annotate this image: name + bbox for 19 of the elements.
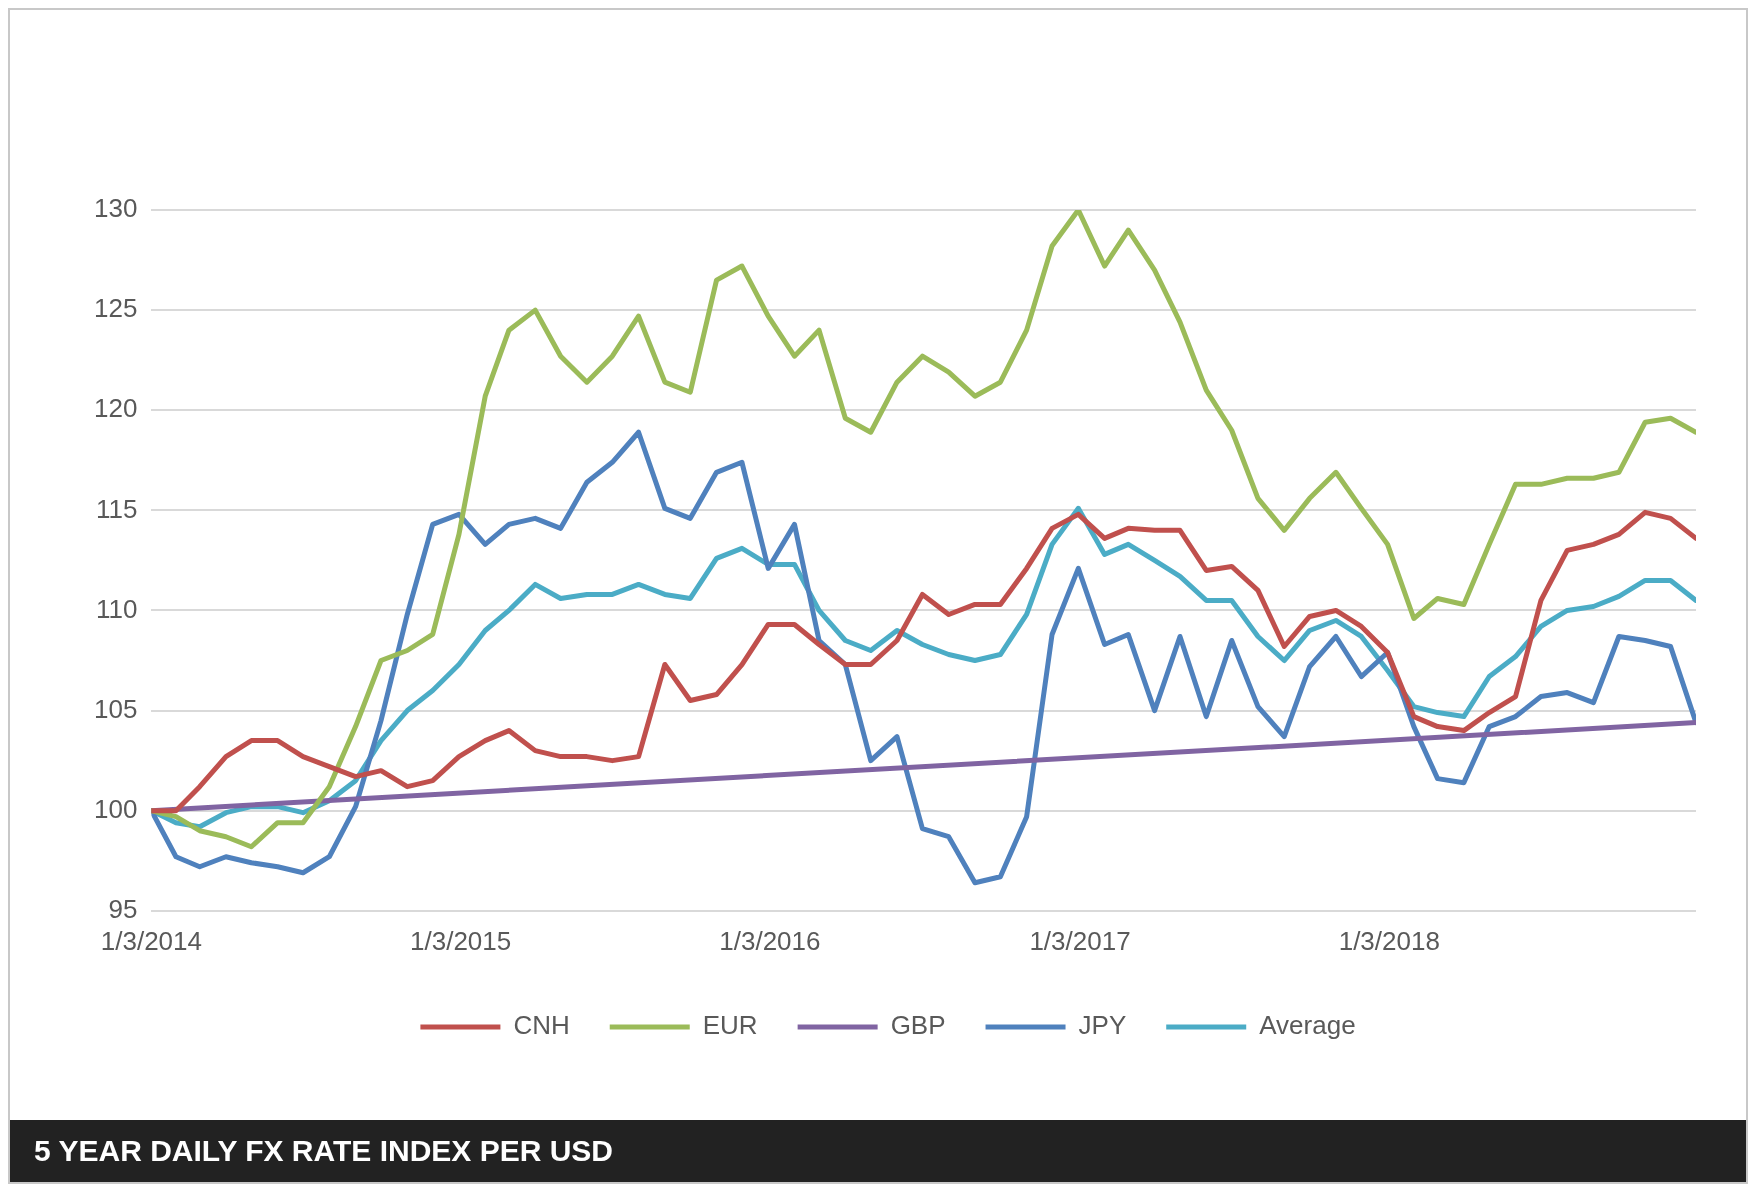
x-tick-label: 1/3/2014 [100, 925, 202, 956]
legend-label: EUR [702, 1010, 758, 1041]
legend-label: JPY [1078, 1010, 1127, 1041]
legend-label: CNH [513, 1010, 570, 1041]
x-tick-label: 1/3/2016 [719, 925, 821, 956]
y-tick-label: 130 [93, 193, 138, 224]
y-tick-label: 95 [108, 893, 138, 924]
y-tick-label: 125 [93, 293, 138, 324]
y-tick-label: 110 [95, 593, 138, 624]
legend-label: GBP [890, 1010, 946, 1041]
y-tick-label: 115 [95, 493, 138, 524]
y-tick-label: 120 [93, 393, 138, 424]
x-tick-label: 1/3/2017 [1029, 925, 1131, 956]
x-tick-label: 1/3/2015 [410, 925, 512, 956]
y-tick-label: 100 [93, 793, 138, 824]
text: 5 YEAR DAILY FX RATE INDEX PER USD [10, 1120, 1746, 1182]
y-tick-label: 105 [93, 693, 138, 724]
legend-label: Average [1259, 1010, 1356, 1041]
x-tick-label: 1/3/2018 [1338, 925, 1440, 956]
